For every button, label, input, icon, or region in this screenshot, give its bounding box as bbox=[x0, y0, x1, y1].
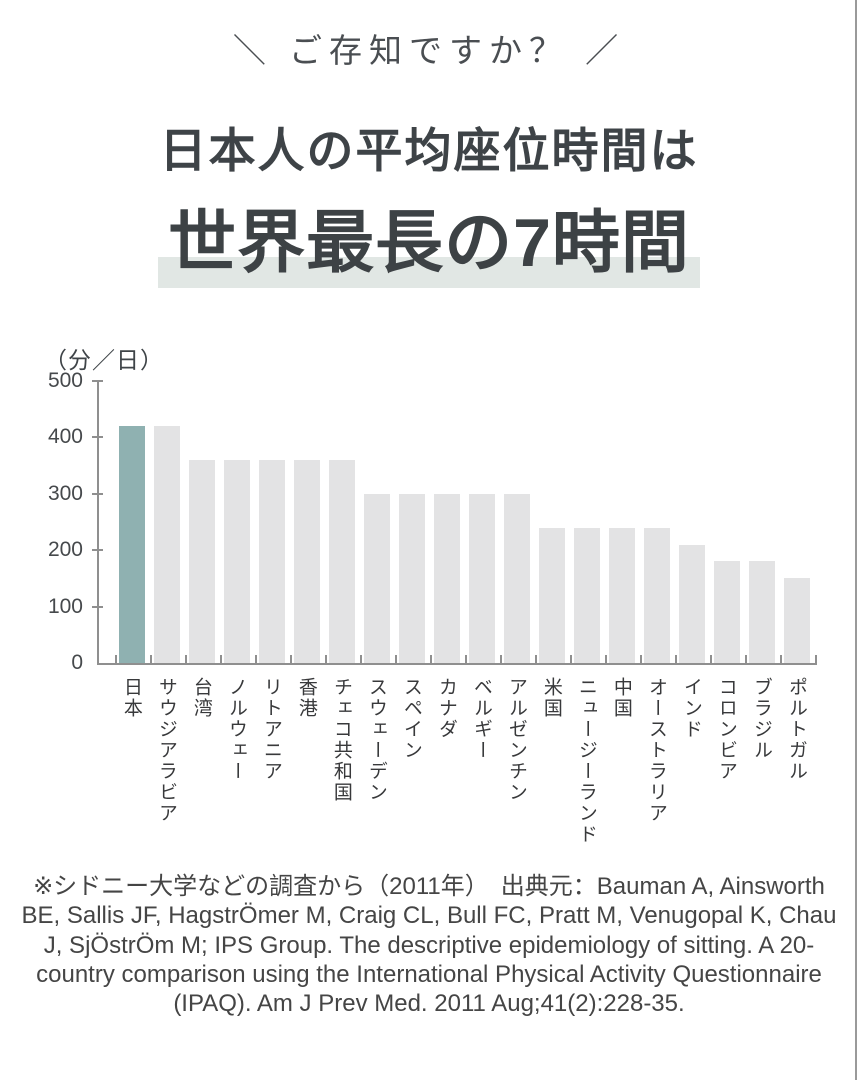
x-category-label: ニュージーランド bbox=[575, 677, 597, 845]
x-category-label: 日本 bbox=[120, 677, 142, 719]
y-axis-tick bbox=[92, 605, 103, 608]
x-category-label: ノルウェー bbox=[225, 677, 247, 782]
x-category-label: サウジアラビア bbox=[155, 677, 177, 824]
bar bbox=[154, 426, 180, 663]
bar bbox=[399, 494, 425, 663]
x-axis-tick bbox=[779, 655, 782, 663]
x-category-label: スウェーデン bbox=[365, 677, 387, 803]
bar bbox=[609, 528, 635, 663]
right-edge-border bbox=[855, 0, 857, 1080]
x-category-label: 香港 bbox=[295, 677, 317, 719]
bar bbox=[679, 545, 705, 663]
y-tick-label: 0 bbox=[71, 651, 83, 674]
y-tick-label: 200 bbox=[47, 538, 83, 562]
x-axis-tick bbox=[744, 655, 747, 663]
page-title: 日本人の平均座位時間は bbox=[159, 124, 699, 177]
kicker-text: ＼ ご存知ですか？ ／ bbox=[232, 32, 626, 69]
x-axis-tick bbox=[464, 655, 467, 663]
y-tick-label: 300 bbox=[47, 481, 83, 505]
x-category-label: ブラジル bbox=[750, 677, 772, 761]
bar bbox=[714, 561, 740, 663]
x-axis-tick bbox=[184, 655, 187, 663]
x-category-label: カナダ bbox=[435, 677, 457, 740]
x-axis-tick bbox=[499, 655, 502, 663]
y-tick-label: 400 bbox=[47, 425, 83, 449]
x-axis-tick bbox=[359, 655, 362, 663]
x-category-label: インド bbox=[680, 677, 702, 740]
plot-area: 0 100 200 300 400 500 日本 サウジアラビア 台湾 ノルウェー リトアニア 香港チ… bbox=[48, 369, 817, 845]
x-axis-tick bbox=[604, 655, 607, 663]
x-axis-tick bbox=[219, 655, 222, 663]
x-axis-tick bbox=[534, 655, 537, 663]
x-axis-tick bbox=[149, 655, 152, 663]
x-axis-tick bbox=[289, 655, 292, 663]
y-axis-tick bbox=[92, 492, 103, 495]
bar bbox=[294, 460, 320, 663]
headline-wrap: 世界最長の7時間 bbox=[0, 196, 858, 292]
x-axis-tick bbox=[709, 655, 712, 663]
y-axis-tick bbox=[92, 380, 103, 382]
y-axis-unit-label: （分／日） bbox=[44, 347, 164, 373]
bar bbox=[574, 528, 600, 663]
x-category-label: 米国 bbox=[540, 677, 562, 719]
bar bbox=[189, 460, 215, 663]
y-tick-label: 100 bbox=[47, 594, 83, 618]
source-citation: ※シドニー大学などの調査から（2011年） 出典元：Bauman A, Ains… bbox=[21, 873, 837, 1018]
x-category-label: 台湾 bbox=[190, 677, 212, 719]
x-axis-tick bbox=[324, 655, 327, 663]
x-axis-tick bbox=[114, 655, 117, 663]
x-category-label: スペイン bbox=[400, 677, 422, 761]
y-axis-tick bbox=[92, 436, 103, 439]
y-axis-tick bbox=[92, 549, 103, 552]
x-category-label: コロンビア bbox=[715, 677, 737, 782]
headline-highlighted-text: 世界最長の7時間 bbox=[158, 196, 700, 292]
bar bbox=[749, 561, 775, 663]
x-category-label: 中国 bbox=[610, 677, 632, 719]
y-tick-label: 500 bbox=[47, 369, 83, 392]
bar bbox=[539, 528, 565, 663]
bar bbox=[504, 494, 530, 663]
bar bbox=[644, 528, 670, 663]
x-category-label: リトアニア bbox=[260, 677, 282, 782]
bar bbox=[434, 494, 460, 663]
x-axis-tick bbox=[814, 655, 817, 663]
bar bbox=[224, 460, 250, 663]
x-category-label: オーストラリア bbox=[645, 677, 667, 824]
x-category-label: アルゼンチン bbox=[505, 677, 527, 803]
x-axis-tick bbox=[254, 655, 257, 663]
x-axis-tick bbox=[429, 655, 432, 663]
x-category-label: ポルトガル bbox=[785, 677, 807, 782]
bar bbox=[329, 460, 355, 663]
x-axis-tick bbox=[394, 655, 397, 663]
x-axis-tick bbox=[674, 655, 677, 663]
x-axis-tick bbox=[569, 655, 572, 663]
bar-highlighted bbox=[119, 426, 145, 663]
sitting-time-bar-chart: （分／日） 0 100 200 300 400 500 日本 サウジアラビア 台湾 ノルウェー リト… bbox=[44, 347, 817, 845]
x-category-label: ベルギー bbox=[470, 677, 492, 761]
bar bbox=[784, 578, 810, 663]
x-axis-tick bbox=[639, 655, 642, 663]
bar bbox=[259, 460, 285, 663]
bar bbox=[364, 494, 390, 663]
x-category-label: チェコ共和国 bbox=[330, 677, 352, 803]
bar bbox=[469, 494, 495, 663]
